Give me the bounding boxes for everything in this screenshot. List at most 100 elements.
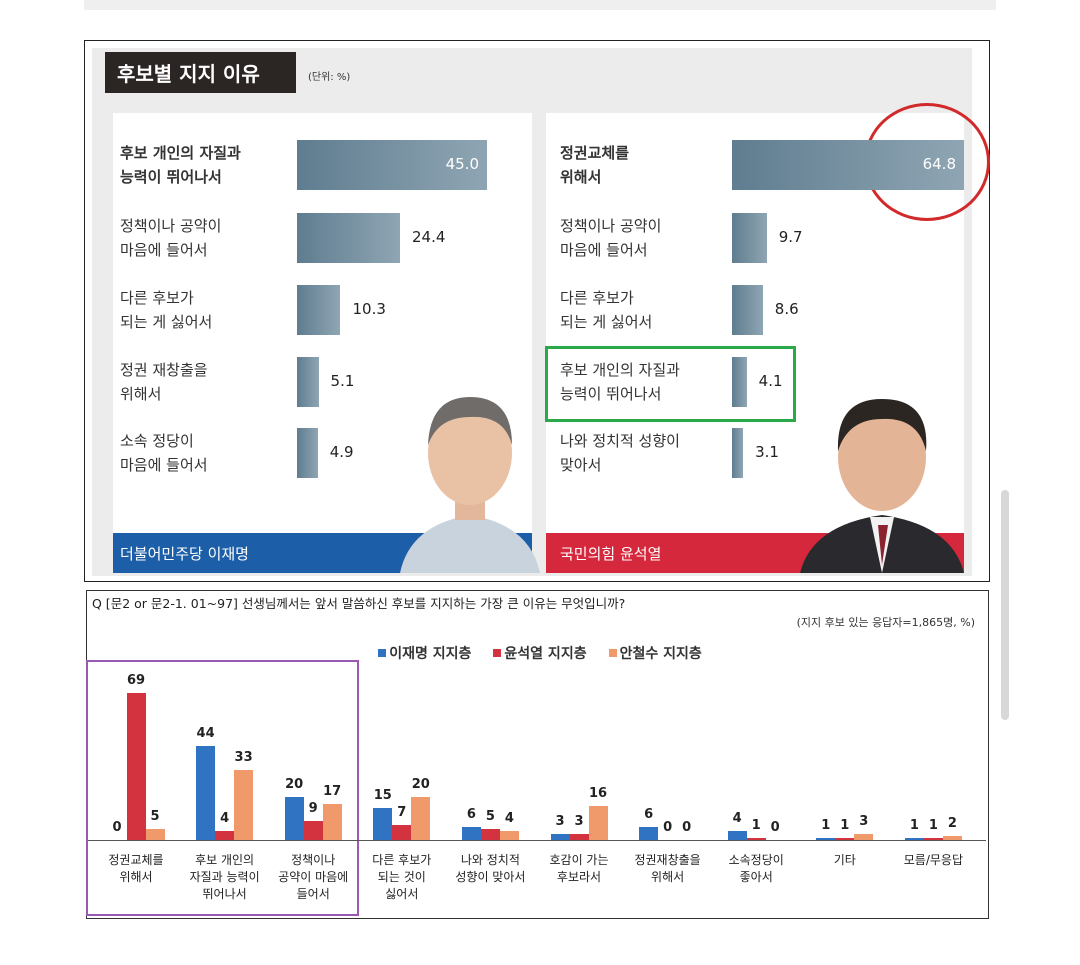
title-box [105,52,296,93]
category-label: 다른 후보가 되는 게 싫어서 [560,289,653,331]
legend-label: 윤석열 지지층 [504,646,587,662]
category-label: 다른 후보가 되는 게 싫어서 [120,289,213,331]
value-label: 0 [663,820,673,835]
value-label: 4 [220,811,230,827]
value-label: 2 [947,815,957,831]
value-label: 0 [682,820,692,835]
legend: 이재명 지지층 윤석열 지지층 안철수 지지층 [0,643,1080,663]
bar [816,837,836,840]
value-label: 8.6 [774,300,799,318]
bar [322,803,342,840]
bar [550,833,570,840]
legend-label: 이재명 지지층 [389,646,472,662]
value-label: 1 [928,817,938,833]
chart-title: 후보별 지지 이유 [117,62,260,86]
category-label: 정권 재창출을 위해서 [120,361,208,403]
x-tick-label: 정권교체를 위해서 [108,853,164,884]
scrollbar[interactable] [1001,490,1009,720]
value-label: 33 [234,749,253,765]
category-label: 정책이나 공약이 마음에 들어서 [120,217,222,259]
value-label: 45.0 [445,155,479,173]
value-label: 9.7 [778,228,803,246]
x-axis [88,840,986,841]
value-label: 9 [308,800,318,816]
value-label: 1 [909,817,919,833]
bar [373,808,393,840]
bar [639,827,659,840]
value-label: 4 [732,811,742,827]
value-label: 0 [770,820,780,835]
legend-swatch [493,649,502,657]
value-label: 3 [555,813,565,829]
x-tick-label: 모름/무응답 [903,853,964,867]
bar [196,746,216,840]
value-label: 15 [373,788,392,804]
value-label: 1 [821,817,831,833]
category-label: 소속 정당이 마음에 들어서 [120,432,208,474]
value-label: 1 [751,817,761,833]
bar [732,428,744,478]
value-label: 3.1 [755,443,779,461]
value-label: 1 [840,817,850,833]
value-label: 64.8 [922,155,956,173]
x-tick-label: 나와 정치적 성향이 맞아서 [455,853,526,884]
bar [923,837,943,840]
value-label: 3 [574,813,584,829]
bar [732,357,747,407]
bar [904,837,924,840]
legend-swatch [378,649,387,657]
x-tick-label: 기타 [833,853,856,867]
x-tick-label: 다른 후보가 되는 것이 싫어서 [372,853,432,901]
x-tick-label: 호감이 가는 후보라서 [549,853,609,884]
bar [835,837,855,840]
bar [297,213,401,263]
value-label: 24.4 [412,228,446,246]
bar [297,140,487,190]
value-label: 10.3 [352,300,386,318]
bar [942,835,962,840]
bar [297,285,341,335]
category-label: 정권교체를 위해서 [560,144,630,186]
bar [126,693,146,840]
value-label: 5 [150,809,160,825]
value-label: 0 [112,820,122,835]
value-label: 5.1 [330,372,355,390]
legend-item: 안철수 지지층 [608,643,702,663]
bar [588,805,608,840]
bar [215,831,235,840]
value-label: 44 [196,726,215,742]
value-label: 6 [644,807,654,823]
bar [499,831,519,840]
panel-label: 더불어민주당 이재명 [120,545,249,563]
bar [297,357,319,407]
top-strip [84,0,996,10]
bar [145,829,165,840]
x-tick-label: 정권재창출을 위해서 [634,853,701,884]
bar [732,213,767,263]
bar [284,797,304,840]
value-label: 17 [323,783,342,799]
x-tick-label: 정책이나 공약이 마음에 들어서 [278,853,349,901]
bar [854,833,874,840]
bar [411,797,431,840]
bar [303,820,323,840]
bar [732,285,763,335]
bar [234,769,254,840]
legend-swatch [608,649,617,657]
legend-item: 이재명 지지층 [378,643,471,663]
category-label: 정책이나 공약이 마음에 들어서 [560,217,662,259]
value-label: 69 [126,673,146,688]
value-label: 5 [485,809,495,825]
value-label: 3 [859,813,869,829]
legend-item: 윤석열 지지층 [493,643,587,663]
category-label: 후보 개인의 자질과 능력이 뛰어나서 [560,361,680,403]
legend-label: 안철수 지지층 [619,646,702,662]
category-label: 나와 정치적 성향이 맞아서 [560,432,680,474]
value-label: 20 [285,777,304,793]
bar [297,428,318,478]
bar [461,827,481,840]
value-label: 7 [397,805,407,821]
value-label: 4 [504,811,514,827]
bar [569,833,589,840]
candidate-photo [800,399,964,573]
